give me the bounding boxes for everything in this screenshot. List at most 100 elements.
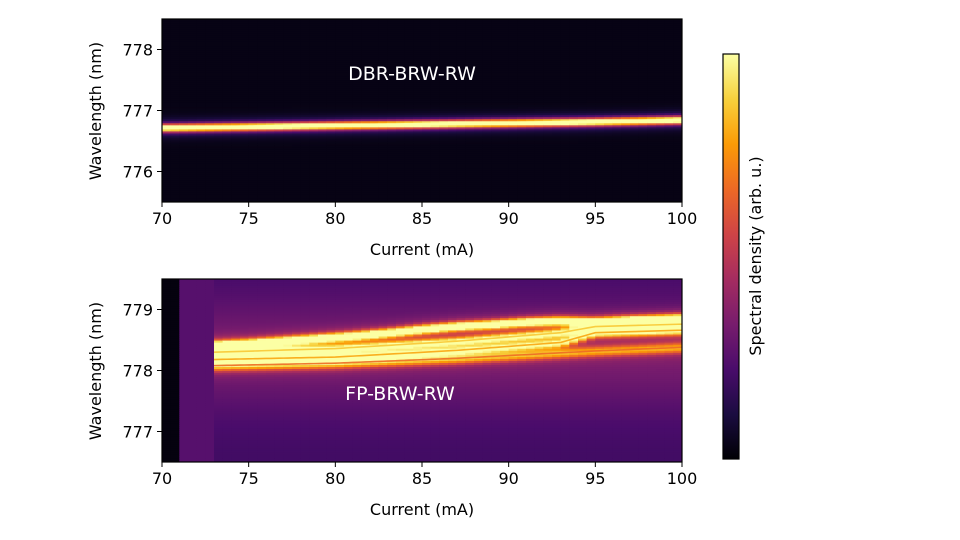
heatmap-cell	[214, 179, 224, 183]
heatmap-cell	[586, 167, 596, 171]
heatmap-cell	[569, 151, 579, 154]
heatmap-cell	[283, 120, 293, 124]
heatmap-cell	[569, 171, 579, 175]
heatmap-cell	[283, 19, 293, 22]
heatmap-cell	[526, 94, 536, 97]
heatmap-cell	[534, 145, 544, 148]
heatmap-cell	[318, 108, 328, 112]
heatmap-cell	[222, 155, 232, 158]
heatmap-cell	[196, 122, 206, 126]
heatmap-cell	[560, 41, 570, 44]
heatmap-cell	[448, 25, 458, 28]
heatmap-cell	[508, 141, 518, 144]
heatmap-cell	[552, 47, 562, 51]
heatmap-cell	[543, 138, 553, 142]
heatmap-cell	[205, 151, 215, 154]
heatmap-cell	[586, 138, 596, 142]
heatmap-cell	[196, 106, 206, 110]
heatmap-cell	[560, 177, 570, 181]
heatmap-cell	[578, 136, 588, 140]
heatmap-cell	[274, 23, 284, 26]
heatmap-cell	[231, 193, 241, 197]
heatmap-cell	[274, 21, 284, 24]
heatmap-cell	[196, 157, 206, 160]
heatmap-cell	[170, 77, 180, 81]
heatmap-cell	[621, 128, 631, 132]
heatmap-cell	[378, 181, 388, 185]
heatmap-cell	[309, 90, 319, 93]
heatmap-cell	[326, 65, 336, 69]
heatmap-cell	[240, 88, 250, 91]
heatmap-cell	[344, 191, 354, 195]
heatmap-cell	[205, 77, 215, 81]
heatmap-cell	[621, 124, 631, 128]
heatmap-cell	[266, 136, 276, 140]
heatmap-cell	[638, 126, 648, 130]
heatmap-cell	[439, 179, 449, 183]
heatmap-cell	[188, 134, 198, 138]
heatmap-cell	[222, 25, 232, 28]
heatmap-cell	[283, 86, 293, 89]
heatmap-cell	[621, 49, 631, 53]
heatmap-cell	[456, 31, 466, 34]
heatmap-cell	[222, 102, 232, 105]
heatmap-cell	[396, 199, 406, 202]
heatmap-cell	[378, 147, 388, 150]
heatmap-cell	[257, 159, 267, 162]
heatmap-cell	[326, 155, 336, 158]
heatmap-cell	[578, 67, 588, 71]
heatmap-cell	[257, 75, 267, 79]
heatmap-cell	[630, 157, 640, 160]
heatmap-cell	[552, 145, 562, 148]
heatmap-cell	[439, 73, 449, 77]
heatmap-cell	[526, 90, 536, 93]
heatmap-cell	[326, 110, 336, 114]
heatmap-cell	[500, 163, 510, 166]
heatmap-cell	[266, 151, 276, 154]
heatmap-cell	[292, 77, 302, 81]
heatmap-cell	[170, 185, 180, 189]
heatmap-cell	[526, 57, 536, 61]
heatmap-cell	[508, 75, 518, 79]
heatmap-cell	[326, 167, 336, 171]
heatmap-cell	[326, 94, 336, 97]
heatmap-cell	[292, 153, 302, 156]
heatmap-cell	[595, 138, 605, 142]
heatmap-cell	[422, 69, 432, 73]
heatmap-cell	[404, 84, 414, 87]
heatmap-cell	[430, 55, 440, 59]
heatmap-cell	[404, 136, 414, 140]
heatmap-cell	[612, 151, 622, 154]
heatmap-cell	[283, 96, 293, 99]
heatmap-cell	[257, 84, 267, 87]
heatmap-cell	[361, 75, 371, 79]
heatmap-cell	[543, 49, 553, 53]
heatmap-cell	[456, 19, 466, 22]
heatmap-cell	[569, 145, 579, 148]
heatmap-cell	[456, 65, 466, 69]
heatmap-cell	[344, 102, 354, 105]
heatmap-cell	[300, 73, 310, 77]
heatmap-cell	[378, 69, 388, 73]
heatmap-cell	[352, 19, 362, 22]
heatmap-cell	[196, 67, 206, 71]
heatmap-cell	[292, 19, 302, 22]
heatmap-cell	[578, 124, 588, 128]
heatmap-cell	[430, 195, 440, 199]
heatmap-cell	[526, 110, 536, 114]
heatmap-cell	[482, 143, 492, 146]
heatmap-cell	[196, 102, 206, 105]
heatmap-cell	[283, 130, 293, 134]
heatmap-cell	[335, 63, 345, 67]
heatmap-cell	[404, 143, 414, 146]
heatmap-cell	[465, 102, 475, 105]
heatmap-cell	[240, 179, 250, 183]
heatmap-cell	[300, 45, 310, 49]
heatmap-cell	[526, 179, 536, 183]
heatmap-cell	[465, 155, 475, 158]
heatmap-cell	[214, 138, 224, 142]
heatmap-cell	[578, 35, 588, 38]
heatmap-cell	[560, 112, 570, 116]
heatmap-cell	[526, 84, 536, 87]
heatmap-cell	[361, 69, 371, 73]
